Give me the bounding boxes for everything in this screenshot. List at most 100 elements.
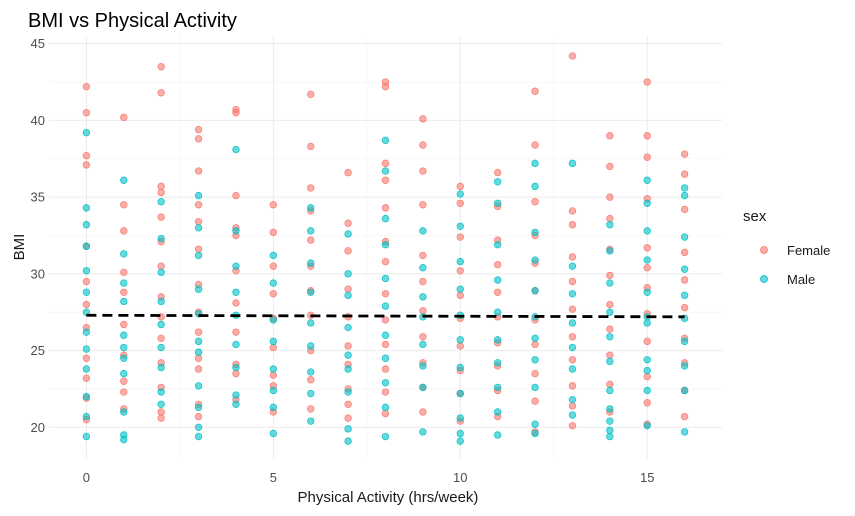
data-point-male (157, 198, 165, 206)
data-point-male (194, 224, 203, 232)
data-point-male (643, 356, 651, 364)
data-point-female (568, 52, 577, 60)
data-point-female (82, 151, 91, 160)
data-point-female (419, 306, 427, 315)
data-point-male (643, 319, 651, 327)
data-point-female (157, 408, 165, 416)
data-point-male (381, 167, 390, 175)
data-point-male (606, 279, 614, 287)
legend-swatch-male (760, 275, 768, 283)
data-point-female (82, 161, 91, 169)
data-point-male (232, 391, 240, 399)
data-point-female (344, 219, 352, 227)
y-tick-label: 30 (31, 266, 45, 281)
data-point-male (82, 412, 91, 421)
data-point-male (531, 287, 539, 295)
data-point-male (269, 251, 278, 260)
data-point-male (307, 389, 315, 398)
data-point-male (381, 274, 390, 283)
data-point-male (419, 293, 427, 301)
data-point-male (606, 432, 614, 441)
data-point-male (120, 331, 128, 339)
data-point-male (381, 354, 390, 362)
data-point-female (680, 205, 689, 214)
data-point-male (643, 386, 651, 395)
data-point-female (120, 288, 128, 296)
data-point-male (120, 250, 128, 258)
data-point-male (531, 420, 539, 428)
data-point-male (82, 345, 91, 353)
data-point-male (82, 204, 91, 212)
data-point-male (157, 343, 165, 352)
data-point-male (120, 354, 128, 362)
series-male (82, 128, 689, 445)
data-point-female (643, 132, 651, 140)
data-point-male (493, 431, 502, 439)
data-point-male (456, 429, 464, 438)
data-point-female (232, 109, 240, 117)
data-point-male (531, 159, 539, 168)
data-point-male (269, 316, 278, 324)
data-point-female (493, 288, 502, 296)
y-tick-label: 35 (31, 190, 45, 205)
data-point-male (493, 178, 502, 186)
data-point-female (307, 376, 315, 384)
data-point-male (344, 291, 352, 300)
data-point-female (381, 176, 390, 184)
data-point-female (606, 162, 614, 171)
data-point-female (606, 193, 614, 201)
data-point-male (307, 342, 315, 350)
data-point-male (307, 368, 315, 376)
data-point-male (82, 128, 91, 137)
data-point-female (82, 374, 91, 382)
data-point-male (381, 403, 390, 412)
data-point-female (680, 303, 689, 312)
data-point-male (381, 302, 390, 310)
data-point-female (344, 400, 352, 408)
data-point-female (120, 268, 128, 277)
data-point-female (643, 153, 651, 161)
data-point-male (643, 199, 651, 207)
data-point-female (456, 199, 464, 207)
data-point-male (680, 184, 689, 192)
data-point-female (344, 414, 352, 422)
data-point-female (194, 217, 203, 226)
data-point-female (606, 351, 614, 359)
data-point-male (344, 425, 352, 433)
data-point-male (269, 429, 278, 438)
data-point-male (269, 279, 278, 287)
data-point-male (307, 227, 315, 235)
data-point-male (419, 340, 427, 349)
data-point-female (419, 115, 427, 123)
data-point-male (493, 383, 502, 392)
data-point-male (680, 233, 689, 241)
x-axis-title: Physical Activity (hrs/week) (298, 489, 479, 506)
data-point-male (82, 242, 91, 250)
data-point-male (381, 432, 390, 441)
data-point-female (419, 251, 427, 260)
data-point-male (194, 191, 203, 200)
data-point-female (680, 170, 689, 178)
y-axis-title: BMI (11, 234, 28, 261)
data-point-male (493, 336, 502, 344)
data-point-male (456, 437, 464, 445)
data-point-male (82, 328, 91, 336)
data-point-female (680, 412, 689, 421)
data-point-male (493, 240, 502, 249)
data-point-male (307, 288, 315, 296)
data-point-male (194, 382, 203, 390)
data-point-male (419, 428, 427, 436)
data-point-male (232, 145, 240, 154)
data-point-female (456, 291, 464, 300)
data-point-male (120, 176, 128, 184)
data-point-female (606, 380, 614, 389)
data-point-male (568, 290, 577, 298)
data-point-male (381, 379, 390, 387)
data-point-male (606, 405, 614, 413)
data-point-male (307, 417, 315, 425)
data-point-female (194, 167, 203, 175)
data-point-male (344, 230, 352, 238)
data-point-male (568, 411, 577, 419)
data-point-male (456, 285, 464, 293)
data-point-male (419, 362, 427, 370)
